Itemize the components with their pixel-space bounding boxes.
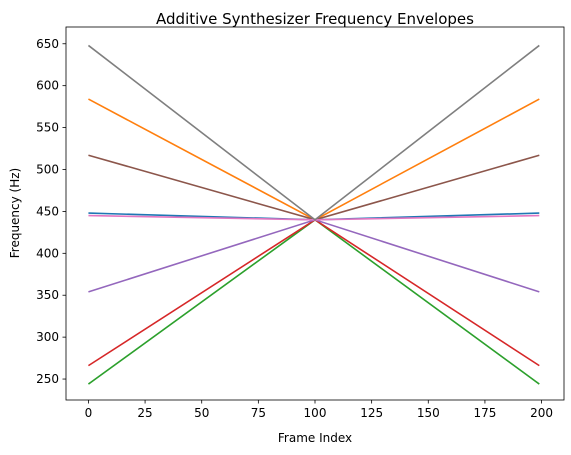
chart-title: Additive Synthesizer Frequency Envelopes xyxy=(156,10,474,28)
y-tick-label-300: 300 xyxy=(36,330,59,344)
y-tick-label-350: 350 xyxy=(36,288,59,302)
y-tick-label-250: 250 xyxy=(36,372,59,386)
series-line-8 xyxy=(87,44,540,221)
y-axis: 250 300 350 400 450 500 550 600 650 xyxy=(36,37,66,386)
y-tick-label-650: 650 xyxy=(36,37,59,51)
x-tick-label-100: 100 xyxy=(304,406,327,420)
x-tick-label-50: 50 xyxy=(194,406,209,420)
x-axis-label: Frame Index xyxy=(278,431,352,445)
series-line-6 xyxy=(88,154,540,221)
x-tick-label-150: 150 xyxy=(417,406,440,420)
x-tick-label-75: 75 xyxy=(251,406,266,420)
series-line-4 xyxy=(87,218,540,367)
y-tick-label-450: 450 xyxy=(36,204,59,218)
y-tick-label-550: 550 xyxy=(36,121,59,135)
x-tick-label-200: 200 xyxy=(530,406,553,420)
series-line-3 xyxy=(87,218,540,385)
plot-frame xyxy=(65,26,565,401)
x-tick-label-175: 175 xyxy=(473,406,496,420)
series-layer xyxy=(87,44,540,385)
y-axis-label: Frequency (Hz) xyxy=(8,168,22,259)
y-tick-label-400: 400 xyxy=(36,246,59,260)
x-tick-label-0: 0 xyxy=(85,406,93,420)
x-axis: 0 25 50 75 100 125 150 175 200 xyxy=(85,400,553,420)
y-tick-label-500: 500 xyxy=(36,162,59,176)
y-tick-label-600: 600 xyxy=(36,79,59,93)
series-line-5 xyxy=(88,218,540,293)
x-tick-label-125: 125 xyxy=(360,406,383,420)
x-tick-label-25: 25 xyxy=(137,406,152,420)
series-line-2 xyxy=(88,98,540,221)
